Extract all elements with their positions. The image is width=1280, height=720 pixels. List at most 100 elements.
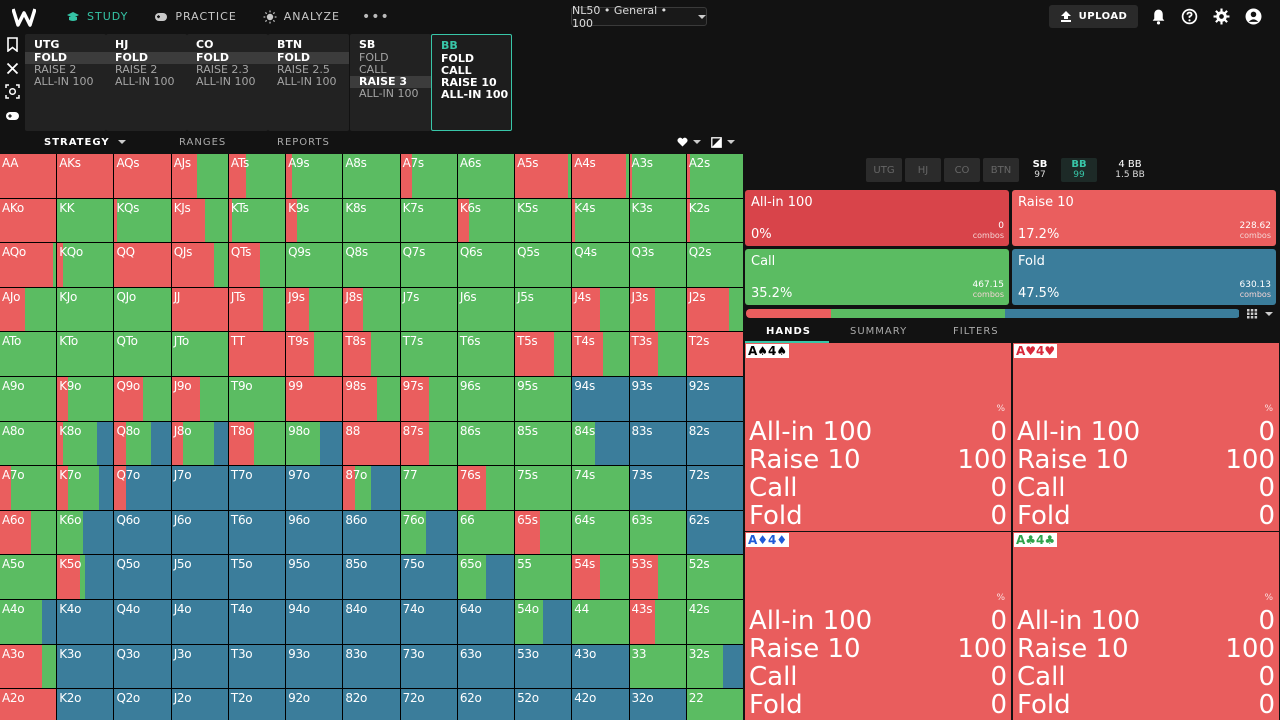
hand-cell[interactable]: A5s: [515, 154, 572, 198]
hand-cell[interactable]: AKo: [0, 198, 57, 243]
hand-cell[interactable]: 72s: [686, 466, 743, 510]
hand-cell[interactable]: KQo: [57, 243, 114, 287]
position-column-btn[interactable]: BTN FOLD RAISE 2.5 ALL-IN 100: [268, 34, 349, 131]
hand-cell[interactable]: 86s: [457, 421, 515, 466]
hand-cell[interactable]: K7s: [400, 198, 457, 243]
hand-cell[interactable]: Q7o: [114, 466, 171, 510]
tab-ranges[interactable]: RANGES: [179, 137, 227, 148]
hand-cell[interactable]: T9o: [228, 376, 286, 421]
hand-cell[interactable]: T2s: [686, 332, 743, 376]
hand-cell[interactable]: 76s: [457, 466, 515, 510]
position-column-sb[interactable]: SB FOLD CALL RAISE 3 ALL-IN 100: [350, 34, 431, 131]
hand-cell[interactable]: A4o: [0, 599, 57, 644]
hand-cell[interactable]: J9s: [286, 287, 343, 332]
hand-cell[interactable]: A6s: [457, 154, 515, 198]
hand-cell[interactable]: K5o: [57, 555, 114, 599]
account-icon[interactable]: [1245, 8, 1262, 25]
hand-cell[interactable]: A2s: [686, 154, 743, 198]
hand-cell[interactable]: 82s: [686, 421, 743, 466]
position-column-bb[interactable]: BB FOLD CALL RAISE 10 ALL-IN 100: [431, 34, 512, 131]
seat-tab-hj[interactable]: HJ: [905, 158, 941, 182]
hand-cell[interactable]: QQ: [114, 243, 171, 287]
hand-cell[interactable]: A7o: [0, 466, 57, 510]
hand-cell[interactable]: K6o: [57, 510, 114, 555]
hand-cell[interactable]: K2o: [57, 689, 114, 720]
hand-cell[interactable]: J6o: [171, 510, 228, 555]
hand-cell[interactable]: 92o: [286, 689, 343, 720]
seat-tab-co[interactable]: CO: [944, 158, 980, 182]
hand-cell[interactable]: K9s: [286, 198, 343, 243]
hand-cell[interactable]: J9o: [171, 376, 228, 421]
position-column-hj[interactable]: HJ FOLD RAISE 2 ALL-IN 100: [106, 34, 187, 131]
logo-icon[interactable]: [12, 5, 36, 29]
hand-cell[interactable]: QJs: [171, 243, 228, 287]
seat-tab-4-bb[interactable]: 4 BB 1.5 BB: [1105, 158, 1155, 182]
hand-cell[interactable]: 73s: [629, 466, 686, 510]
seat-tab-utg[interactable]: UTG: [866, 158, 902, 182]
tab-summary[interactable]: SUMMARY: [850, 326, 908, 337]
hand-cell[interactable]: Q7s: [400, 243, 457, 287]
hand-cell[interactable]: 97s: [400, 376, 457, 421]
hand-cell[interactable]: KQs: [114, 198, 171, 243]
hand-cell[interactable]: Q3s: [629, 243, 686, 287]
hand-cell[interactable]: 85o: [343, 555, 400, 599]
hand-cell[interactable]: A8s: [343, 154, 400, 198]
hand-cell[interactable]: A8o: [0, 421, 57, 466]
hand-cell[interactable]: 86o: [343, 510, 400, 555]
hand-cell[interactable]: T4o: [228, 599, 286, 644]
hand-cell[interactable]: KK: [57, 198, 114, 243]
seat-tab-btn[interactable]: BTN: [983, 158, 1019, 182]
position-action[interactable]: CALL: [441, 64, 472, 77]
hand-cell[interactable]: J2s: [686, 287, 743, 332]
game-select[interactable]: NL50 • General • 100: [571, 4, 707, 30]
hand-cell[interactable]: T8s: [343, 332, 400, 376]
hand-cell[interactable]: QJo: [114, 287, 171, 332]
hand-cell[interactable]: KJo: [57, 287, 114, 332]
hand-cell[interactable]: 97o: [286, 466, 343, 510]
hand-cell[interactable]: 93o: [286, 644, 343, 689]
hand-cell[interactable]: 66: [457, 510, 515, 555]
action-box-raise-10[interactable]: Raise 10 17.2% 228.62 combos: [1012, 190, 1276, 246]
hand-cell[interactable]: AJo: [0, 287, 57, 332]
hand-cell[interactable]: T5o: [228, 555, 286, 599]
hand-cell[interactable]: T6s: [457, 332, 515, 376]
nav-analyze[interactable]: ANALYZE: [263, 0, 340, 33]
hand-cell[interactable]: J7s: [400, 287, 457, 332]
hand-cell[interactable]: ATo: [0, 332, 57, 376]
hand-cell[interactable]: 99: [286, 376, 343, 421]
hand-cell[interactable]: A2o: [0, 689, 57, 720]
hand-cell[interactable]: J8o: [171, 421, 228, 466]
position-action[interactable]: CALL: [359, 63, 387, 76]
hand-cell[interactable]: 98s: [343, 376, 400, 421]
hand-cell[interactable]: J3o: [171, 644, 228, 689]
hand-cell[interactable]: K8o: [57, 421, 114, 466]
hand-cell[interactable]: 32o: [629, 689, 686, 720]
position-action[interactable]: RAISE 10: [441, 76, 497, 89]
hand-cell[interactable]: Q5s: [515, 243, 572, 287]
hand-cell[interactable]: A3o: [0, 644, 57, 689]
position-action[interactable]: FOLD: [359, 51, 389, 64]
position-column-utg[interactable]: UTG FOLD RAISE 2 ALL-IN 100: [25, 34, 106, 131]
tab-filters[interactable]: FILTERS: [953, 326, 999, 337]
position-action[interactable]: ALL-IN 100: [441, 88, 509, 101]
hand-cell[interactable]: 75s: [515, 466, 572, 510]
hand-cell[interactable]: A6o: [0, 510, 57, 555]
gamepad-icon[interactable]: [5, 108, 20, 123]
position-column-co[interactable]: CO FOLD RAISE 2.3 ALL-IN 100: [187, 34, 268, 131]
hand-combo-card[interactable]: A♥4♥% All-in 100 0 Raise 10 100 Call 0 Fold 0: [1013, 343, 1279, 531]
focus-icon[interactable]: [5, 84, 20, 99]
hand-cell[interactable]: T3s: [629, 332, 686, 376]
bookmark-icon[interactable]: [5, 37, 20, 52]
hand-cell[interactable]: 32s: [686, 644, 743, 689]
hand-cell[interactable]: 52s: [686, 555, 743, 599]
hand-cell[interactable]: T3o: [228, 644, 286, 689]
hand-combo-card[interactable]: A♣4♣% All-in 100 0 Raise 10 100 Call 0 Fold 0: [1013, 532, 1279, 720]
hand-cell[interactable]: J6s: [457, 287, 515, 332]
hand-cell[interactable]: 62s: [686, 510, 743, 555]
hand-combo-card[interactable]: A♦4♦% All-in 100 0 Raise 10 100 Call 0 Fold 0: [745, 532, 1011, 720]
hand-cell[interactable]: T9s: [286, 332, 343, 376]
hand-cell[interactable]: A4s: [572, 154, 629, 198]
gear-icon[interactable]: [1213, 8, 1230, 25]
hand-cell[interactable]: JJ: [171, 287, 228, 332]
hand-cell[interactable]: 95o: [286, 555, 343, 599]
